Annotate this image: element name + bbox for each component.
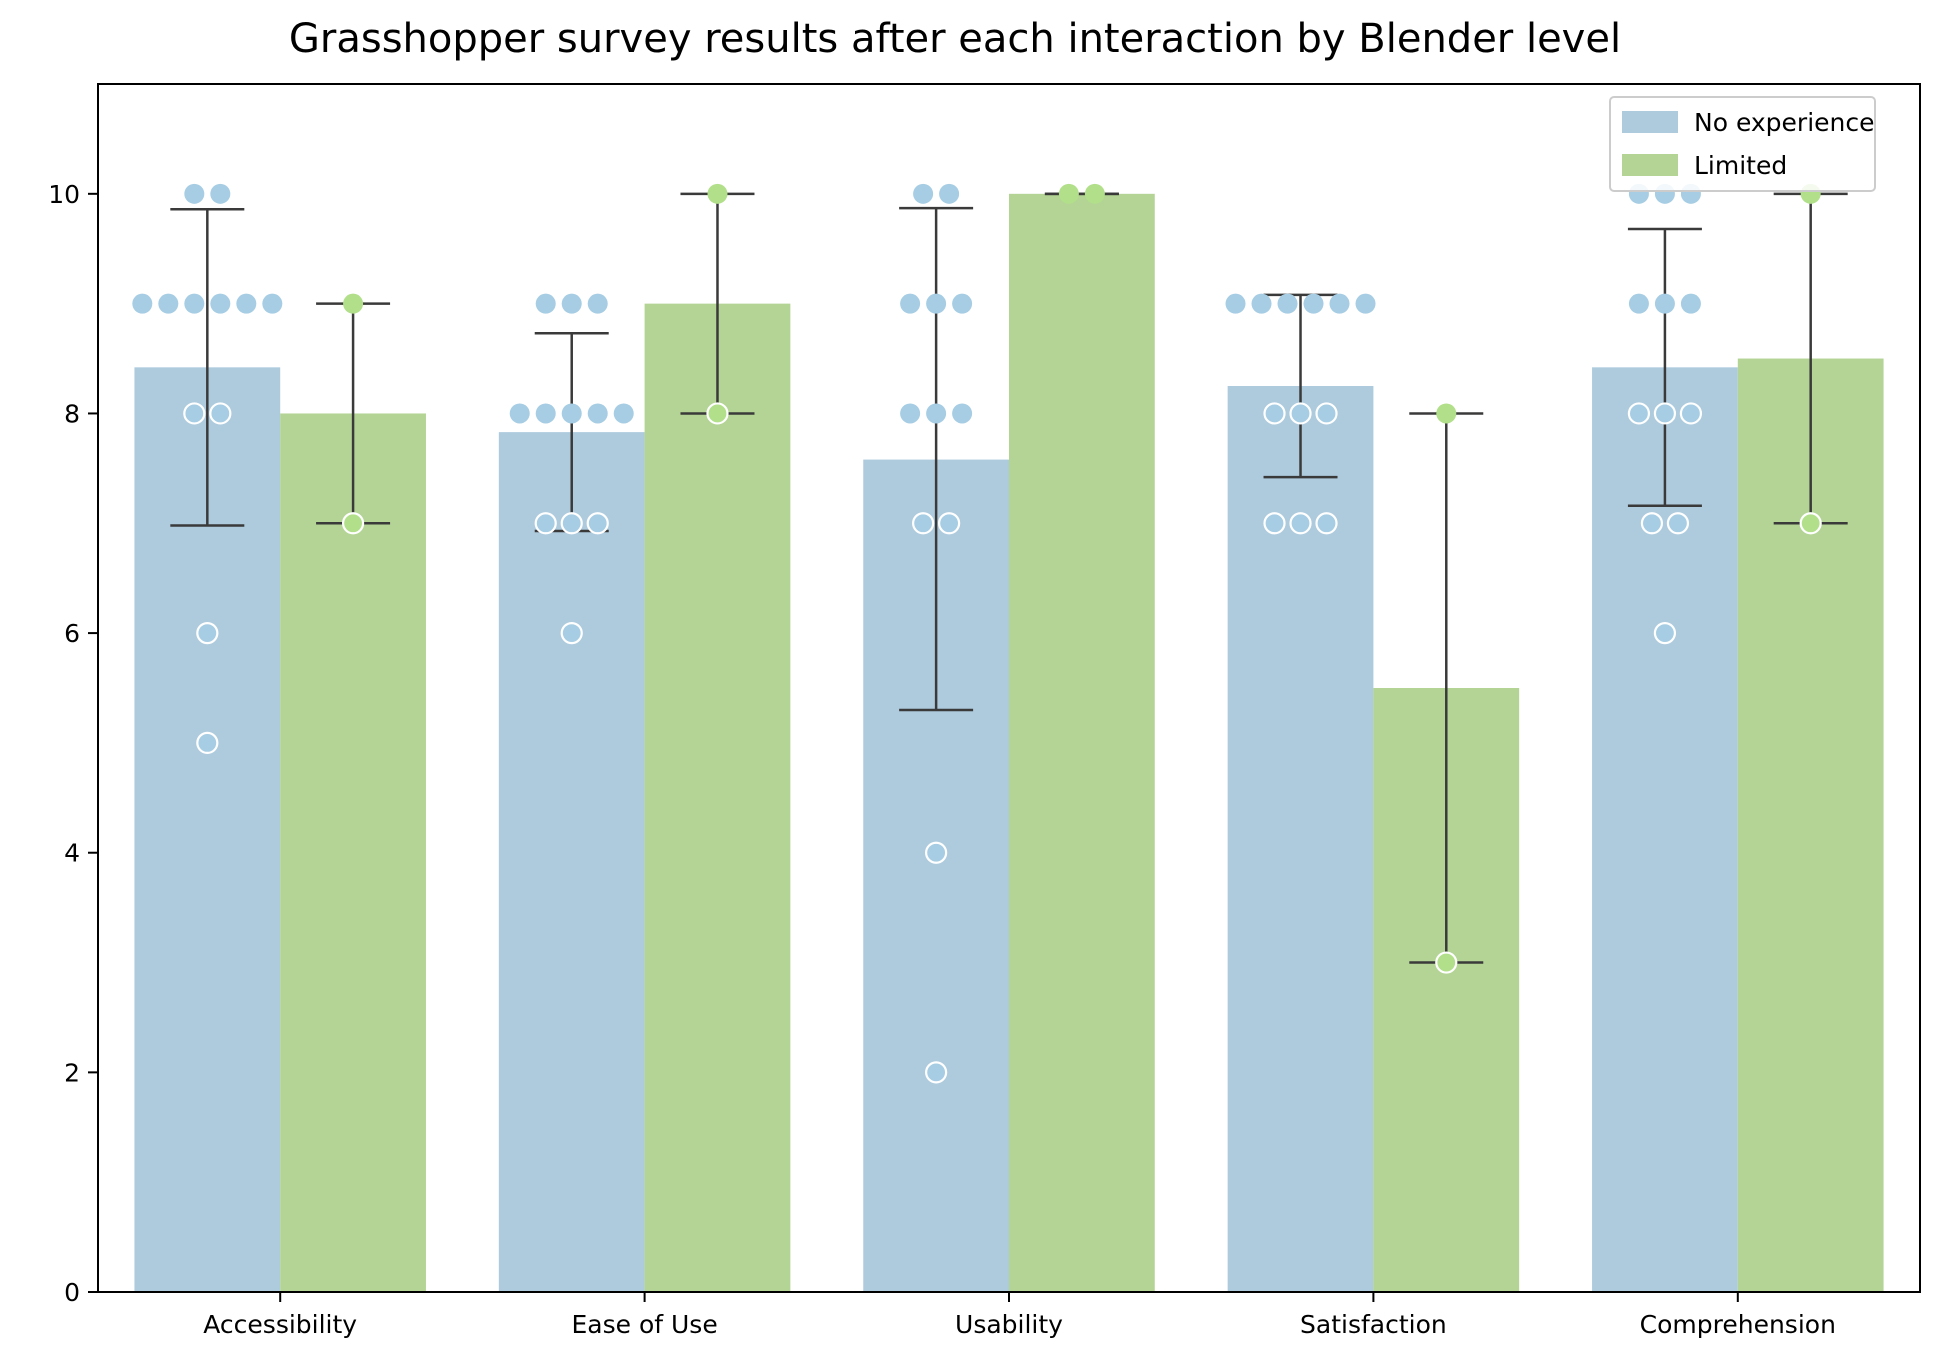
data-point bbox=[1679, 402, 1703, 425]
data-point bbox=[1315, 402, 1338, 425]
data-point bbox=[1666, 512, 1690, 535]
legend: No experience Limited bbox=[1609, 96, 1876, 192]
data-point bbox=[183, 402, 206, 425]
data-point bbox=[535, 403, 556, 424]
legend-swatch bbox=[1622, 154, 1678, 176]
plot-area: 0 2 4 6 8 10 Accessibility Ease of Use Usability… bbox=[48, 83, 1921, 1339]
data-point bbox=[209, 402, 232, 425]
data-point bbox=[939, 183, 960, 204]
data-point bbox=[926, 403, 947, 424]
y-tick-label: 6 bbox=[64, 619, 80, 648]
data-point bbox=[706, 402, 729, 425]
data-point bbox=[1277, 293, 1298, 314]
y-tick-label: 8 bbox=[64, 399, 80, 428]
data-point bbox=[938, 512, 961, 535]
y-tick-label: 0 bbox=[64, 1278, 80, 1307]
data-point bbox=[1653, 402, 1677, 425]
data-point bbox=[912, 512, 935, 535]
y-tick-label: 10 bbox=[48, 180, 80, 209]
data-point bbox=[1436, 403, 1457, 424]
data-point bbox=[560, 512, 583, 535]
data-point bbox=[196, 731, 219, 755]
error-bar bbox=[1627, 227, 1702, 507]
data-point bbox=[509, 403, 530, 424]
bar-usability-1 bbox=[1009, 193, 1155, 1293]
data-point bbox=[1263, 402, 1286, 425]
data-point bbox=[587, 403, 608, 424]
data-point bbox=[587, 293, 608, 314]
x-tick-label: Satisfaction bbox=[1300, 1310, 1447, 1339]
data-point bbox=[1289, 512, 1312, 535]
data-point bbox=[926, 293, 947, 314]
data-point bbox=[952, 293, 973, 314]
data-point bbox=[1329, 293, 1350, 314]
data-point bbox=[952, 403, 973, 424]
data-point bbox=[1680, 293, 1701, 314]
data-point bbox=[196, 621, 219, 645]
y-tick-label: 2 bbox=[64, 1058, 80, 1087]
x-tick-label: Comprehension bbox=[1640, 1310, 1836, 1339]
data-point bbox=[1355, 293, 1376, 314]
error-bar bbox=[170, 207, 245, 527]
data-point bbox=[925, 841, 948, 864]
data-point bbox=[913, 183, 934, 204]
legend-label: No experience bbox=[1694, 108, 1875, 137]
data-point bbox=[1654, 293, 1675, 314]
data-point bbox=[534, 512, 557, 535]
data-point bbox=[900, 403, 921, 424]
data-point bbox=[1289, 402, 1312, 425]
data-point bbox=[1058, 183, 1079, 204]
bar-accessibility-1 bbox=[280, 413, 426, 1292]
data-point bbox=[262, 293, 283, 314]
data-point bbox=[707, 183, 728, 204]
data-point bbox=[560, 621, 583, 645]
bar-ease-of-use-1 bbox=[644, 303, 791, 1292]
data-point bbox=[1315, 512, 1338, 535]
data-point bbox=[613, 403, 634, 424]
error-bar bbox=[1263, 293, 1338, 479]
bar-satisfaction-0 bbox=[1227, 386, 1374, 1292]
data-point bbox=[561, 293, 582, 314]
data-point bbox=[1627, 402, 1651, 425]
data-point bbox=[561, 403, 582, 424]
data-point bbox=[210, 183, 231, 204]
data-point bbox=[1799, 512, 1822, 535]
data-point bbox=[132, 293, 153, 314]
data-point bbox=[341, 512, 365, 535]
x-tick-label: Ease of Use bbox=[571, 1310, 717, 1339]
data-point bbox=[900, 293, 921, 314]
data-point bbox=[586, 512, 609, 535]
data-point bbox=[1640, 512, 1664, 535]
data-point bbox=[535, 293, 556, 314]
bar-comprehension-0 bbox=[1592, 367, 1738, 1292]
data-point bbox=[1084, 183, 1105, 204]
chart-title: Grasshopper survey results after each in… bbox=[289, 16, 1621, 62]
y-tick-label: 4 bbox=[64, 839, 80, 868]
data-point bbox=[184, 293, 205, 314]
legend-label: Limited bbox=[1694, 151, 1787, 180]
data-point bbox=[1225, 293, 1246, 314]
data-point bbox=[1251, 293, 1272, 314]
data-point bbox=[158, 293, 179, 314]
data-point bbox=[1435, 951, 1458, 974]
x-tick-label: Accessibility bbox=[203, 1310, 357, 1339]
data-point bbox=[210, 293, 231, 314]
data-point bbox=[1653, 621, 1677, 645]
data-point bbox=[184, 183, 205, 204]
data-point bbox=[1628, 293, 1649, 314]
data-point bbox=[1303, 293, 1324, 314]
data-point bbox=[236, 293, 257, 314]
data-point bbox=[343, 293, 364, 314]
data-point bbox=[925, 1061, 948, 1084]
x-tick-label: Usability bbox=[955, 1310, 1063, 1339]
error-bar bbox=[899, 206, 974, 712]
bar-ease-of-use-0 bbox=[498, 432, 645, 1292]
data-point bbox=[1263, 512, 1286, 535]
legend-swatch bbox=[1622, 111, 1678, 133]
